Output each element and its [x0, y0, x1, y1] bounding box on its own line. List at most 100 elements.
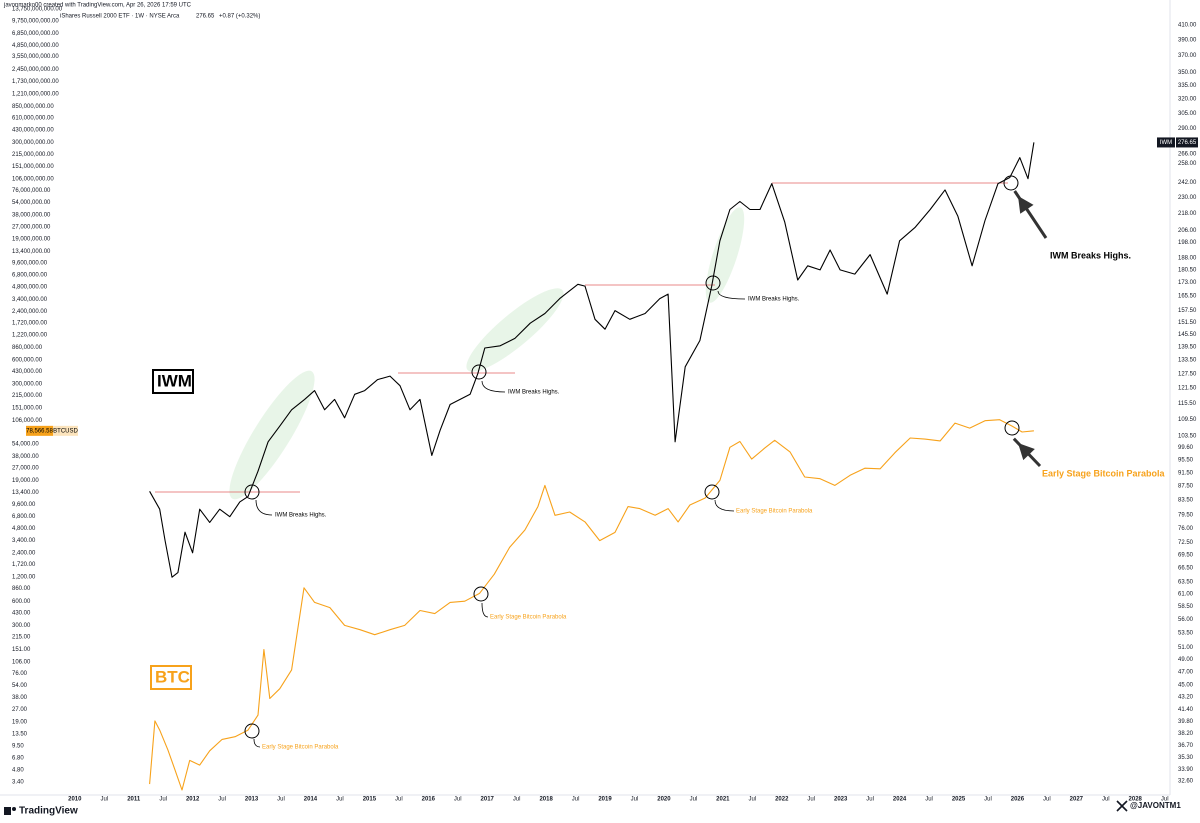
y-tick-label: 9,750,000,000.00: [12, 19, 59, 25]
watermark-icon: [1116, 800, 1128, 812]
annotation-box: [150, 665, 192, 690]
y-tick-label: 4,800,000.00: [12, 285, 48, 291]
annotation: BTC: [155, 667, 190, 686]
y-tick-label: 13.50: [12, 731, 28, 737]
annotation-arrow: [714, 499, 735, 512]
y2-tick-label: 290.00: [1178, 126, 1197, 132]
x-tick-label: 2010: [68, 797, 82, 803]
y2-tick-label: 266.00: [1178, 152, 1197, 158]
x-tick-label: 2015: [363, 797, 377, 803]
y2-tick-label: 370.00: [1178, 53, 1197, 59]
y2-tick-label: 61.00: [1178, 591, 1194, 597]
y-tick-label: 38.00: [12, 695, 28, 701]
y-tick-label: 9,600.00: [12, 502, 36, 508]
x-tick-label: Jul: [1102, 797, 1110, 803]
y2-tick-label: 127.50: [1178, 371, 1197, 377]
highlight-ellipse: [229, 370, 315, 500]
x-tick-label: Jul: [218, 797, 226, 803]
x-tick-label: Jul: [277, 797, 285, 803]
y-tick-label: 106.00: [12, 659, 31, 665]
y2-tick-label: 165.50: [1178, 293, 1197, 299]
x-tick-label: Jul: [984, 797, 992, 803]
annotation: Early Stage Bitcoin Parabola: [262, 745, 339, 751]
y-tick-label: 54,000,000.00: [12, 200, 51, 206]
y-tick-label: 2,450,000,000.00: [12, 67, 59, 73]
x-tick-label: Jul: [807, 797, 815, 803]
y-tick-label: 860.00: [12, 586, 31, 592]
y-tick-label: 76.00: [12, 671, 28, 677]
y-tick-label: 9.50: [12, 744, 24, 750]
y-tick-label: 1,220,000.00: [12, 333, 48, 339]
price-tag-name: BTCUSD: [53, 428, 78, 434]
price-tag-bg: [1157, 137, 1175, 148]
annotation: IWM Breaks Highs.: [1050, 250, 1131, 260]
y-tick-label: 38,000.00: [12, 454, 39, 460]
y-tick-label: 27,000.00: [12, 466, 39, 472]
x-tick-label: Jul: [866, 797, 874, 803]
y-tick-label: 13,750,000,000.00: [12, 7, 63, 13]
price-tag-bg: [53, 425, 78, 436]
y2-tick-label: 79.50: [1178, 512, 1194, 518]
y2-tick-label: 43.20: [1178, 694, 1194, 700]
x-tick-label: Jul: [1161, 797, 1169, 803]
y2-tick-label: 87.50: [1178, 484, 1194, 490]
x-tick-label: Jul: [159, 797, 167, 803]
marker-circle: [1004, 420, 1020, 436]
annotation-arrow: [717, 290, 746, 300]
y-tick-label: 4,850,000,000.00: [12, 43, 59, 49]
price-tag-value: 78,566.58: [26, 428, 53, 434]
y-tick-label: 6.80: [12, 755, 24, 761]
y2-tick-label: 72.50: [1178, 540, 1194, 546]
x-tick-label: Jul: [336, 797, 344, 803]
y-tick-label: 27.00: [12, 707, 28, 713]
y-tick-label: 2,400.00: [12, 550, 36, 556]
y2-tick-label: 109.50: [1178, 417, 1197, 423]
x-tick-label: 2027: [1070, 797, 1084, 803]
y-tick-label: 13,400,000.00: [12, 249, 51, 255]
x-tick-label: 2019: [598, 797, 612, 803]
y2-tick-label: 173.00: [1178, 280, 1197, 286]
x-tick-label: 2024: [893, 797, 907, 803]
y-tick-label: 430.00: [12, 610, 31, 616]
annotation: IWM Breaks Highs.: [508, 390, 560, 396]
y-tick-label: 3,550,000,000.00: [12, 54, 59, 60]
y2-tick-label: 350.00: [1178, 70, 1197, 76]
y2-tick-label: 36.70: [1178, 743, 1194, 749]
x-tick-label: Jul: [631, 797, 639, 803]
y-tick-label: 27,000,000.00: [12, 224, 51, 230]
y2-tick-label: 32.60: [1178, 779, 1194, 785]
y-tick-label: 1,720.00: [12, 562, 36, 568]
price-tag-bg: [26, 425, 53, 436]
y2-tick-label: 145.50: [1178, 332, 1197, 338]
y-tick-label: 3,400.00: [12, 538, 36, 544]
y-tick-label: 3,400,000.00: [12, 297, 48, 303]
y-tick-label: 860,000.00: [12, 345, 43, 351]
logo-mark: [4, 807, 11, 815]
y2-tick-label: 51.00: [1178, 645, 1194, 651]
y-tick-label: 3.40: [12, 780, 24, 786]
y2-tick-label: 35.30: [1178, 755, 1194, 761]
y-tick-label: 300.00: [12, 623, 31, 629]
y-tick-label: 215,000.00: [12, 393, 43, 399]
x-tick-label: 2022: [775, 797, 789, 803]
price-tag-value: 276.65: [1178, 140, 1197, 146]
y-tick-label: 2,400,000.00: [12, 309, 48, 315]
annotation-box: [152, 369, 194, 394]
y2-tick-label: 33.90: [1178, 767, 1194, 773]
y-tick-label: 54.00: [12, 683, 28, 689]
y2-tick-label: 242.00: [1178, 180, 1197, 186]
y-tick-label: 151.00: [12, 647, 31, 653]
chart-title: javonmarko00 created with TradingView.co…: [3, 3, 192, 9]
marker-circle: [244, 723, 260, 739]
y2-tick-label: 180.50: [1178, 268, 1197, 274]
marker-circle: [471, 364, 487, 380]
y2-tick-label: 41.40: [1178, 707, 1194, 713]
y-tick-label: 6,850,000,000.00: [12, 31, 59, 37]
annotation: Early Stage Bitcoin Parabola: [1042, 468, 1166, 478]
y-tick-label: 300,000.00: [12, 382, 43, 388]
y2-tick-label: 76.00: [1178, 526, 1194, 532]
y-tick-label: 54,000.00: [12, 442, 39, 448]
big-arrow-head: [1018, 196, 1034, 214]
marker-circle: [1003, 175, 1019, 191]
x-tick-label: 2011: [127, 797, 141, 803]
